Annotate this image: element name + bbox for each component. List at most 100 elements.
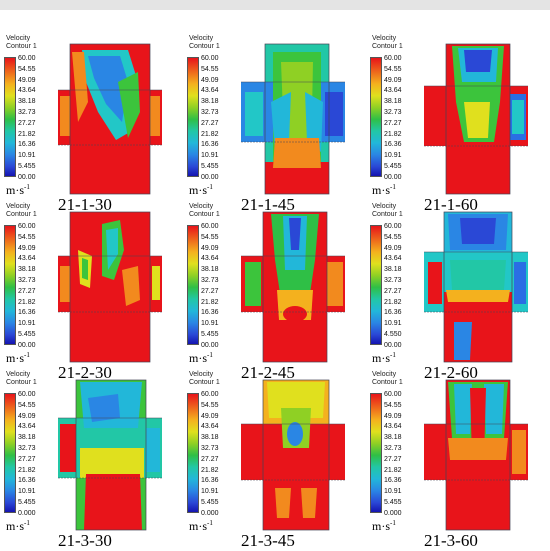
colorbar-tick-label: 5.455 [18,163,36,170]
colorbar-tick-label: 0.000 [18,509,36,517]
colorbar-tick-label: 00.00 [18,173,36,181]
unit-label: m·s-1 [372,183,396,197]
colorbar [4,393,16,513]
colorbar-tick-label: 5.455 [201,331,219,338]
colorbar-tick-label: 00.00 [384,341,402,349]
panel-caption: 21-3-60 [424,531,478,550]
colorbar-tick-label: 54.55 [201,233,219,241]
colorbar-tick-label: 00.00 [18,341,36,349]
colorbar-tick-label: 16.36 [201,477,219,485]
colorbar-tick-label: 49.09 [201,76,219,84]
colorbar-tick-label: 43.64 [18,255,36,263]
colorbar-tick-label: 54.55 [384,233,402,241]
colorbar-title: Velocity Contour 1 [189,203,220,218]
colorbar-tick-label: 27.27 [384,287,402,295]
colorbar [4,57,16,177]
colorbar-tick-label: 4.550 [384,331,402,338]
unit-label: m·s-1 [372,519,396,533]
colorbar-tick-label: 60.00 [18,223,36,230]
colorbar-tick-label: 21.82 [201,130,219,138]
unit-label: m·s-1 [6,351,30,365]
panel-21-1-30: Velocity Contour 1 60.00 54.55 49.09 43.64 38… [0,22,183,214]
colorbar-tick-label: 5.455 [18,499,36,506]
colorbar-tick-label: 43.64 [201,423,219,431]
panel-21-3-30: Velocity Contour 1 60.00 54.55 49.09 43.64 38… [0,358,183,550]
colorbar-title: Velocity Contour 1 [6,203,37,218]
colorbar-tick-label: 32.73 [384,277,402,284]
colorbar-tick-label: 16.36 [201,141,219,149]
unit-label: m·s-1 [189,351,213,365]
velocity-contour-image [58,43,162,195]
colorbar-tick-label: 0.000 [384,509,402,517]
colorbar-title: Velocity Contour 1 [372,371,403,386]
colorbar [187,393,199,513]
colorbar-tick-label: 54.55 [18,65,36,73]
panel-21-1-45: Velocity Contour 1 60.00 54.55 49.09 43.64 38… [183,22,366,214]
colorbar-tick-label: 43.64 [201,87,219,95]
colorbar-tick-label: 54.55 [384,401,402,409]
colorbar-tick-label: 38.18 [201,434,219,442]
colorbar-tick-label: 54.55 [18,401,36,409]
colorbar-tick-label: 27.27 [384,119,402,127]
colorbar-title: Velocity Contour 1 [6,35,37,50]
panel-caption: 21-2-60 [424,363,478,382]
colorbar-tick-label: 32.73 [18,277,36,284]
panel-caption: 21-2-30 [58,363,112,382]
colorbar-tick-label: 49.09 [18,76,36,84]
colorbar-tick-label: 54.55 [201,65,219,73]
colorbar-tick-label: 60.00 [384,391,402,398]
colorbar-tick-label: 49.09 [18,244,36,252]
colorbar-tick-label: 16.36 [384,477,402,485]
colorbar-tick-label: 49.09 [18,412,36,420]
velocity-contour-image [241,43,345,195]
colorbar-tick-label: 38.18 [384,98,402,106]
colorbar-tick-label: 16.36 [18,141,36,149]
colorbar-tick-label: 00.00 [201,341,219,349]
colorbar-tick-label: 54.55 [384,65,402,73]
colorbar-tick-label: 21.82 [201,466,219,474]
velocity-contour-image [58,379,162,531]
colorbar-tick-label: 38.18 [18,98,36,106]
unit-label: m·s-1 [6,519,30,533]
colorbar-tick-label: 10.91 [18,152,36,160]
top-bar [0,0,550,10]
colorbar-tick-label: 16.36 [384,309,402,317]
colorbar-tick-label: 32.73 [384,109,402,116]
panel-caption: 21-1-60 [424,195,478,214]
colorbar-tick-label: 43.64 [18,87,36,95]
colorbar [370,57,382,177]
colorbar-tick-label: 38.18 [384,434,402,442]
panel-caption: 21-3-30 [58,531,112,550]
colorbar-tick-label: 38.18 [384,266,402,274]
panel-21-1-60: Velocity Contour 1 60.00 54.55 49.09 43.64 38… [366,22,549,214]
colorbar-tick-label: 10.91 [201,152,219,160]
panel-21-2-60: Velocity Contour 1 60.00 54.55 49.09 43.64 38… [366,190,549,382]
colorbar-tick-label: 16.36 [18,477,36,485]
colorbar-tick-label: 49.09 [201,412,219,420]
colorbar-tick-label: 60.00 [18,55,36,62]
colorbar-title: Velocity Contour 1 [372,203,403,218]
colorbar-tick-label: 54.55 [18,233,36,241]
colorbar-tick-label: 60.00 [384,55,402,62]
panel-caption: 21-2-45 [241,363,295,382]
colorbar-tick-label: 10.91 [384,152,402,160]
velocity-contour-image [241,211,345,363]
panel-21-3-60: Velocity Contour 1 60.00 54.55 49.09 43.64 38… [366,358,549,550]
colorbar-tick-label: 49.09 [384,76,402,84]
colorbar-tick-label: 49.09 [201,244,219,252]
colorbar-tick-label: 21.82 [384,466,402,474]
colorbar-tick-label: 27.27 [18,287,36,295]
colorbar [370,393,382,513]
panel-caption: 21-1-30 [58,195,112,214]
colorbar-title: Velocity Contour 1 [372,35,403,50]
velocity-contour-image [424,211,528,363]
colorbar-tick-label: 43.64 [18,423,36,431]
colorbar-title: Velocity Contour 1 [189,371,220,386]
colorbar-tick-label: 32.73 [201,109,219,116]
colorbar-tick-label: 5.455 [201,163,219,170]
colorbar-tick-label: 43.64 [384,255,402,263]
colorbar-tick-label: 27.27 [201,287,219,295]
colorbar-tick-label: 5.455 [384,499,402,506]
colorbar-tick-label: 00.00 [201,173,219,181]
colorbar-tick-label: 43.64 [201,255,219,263]
